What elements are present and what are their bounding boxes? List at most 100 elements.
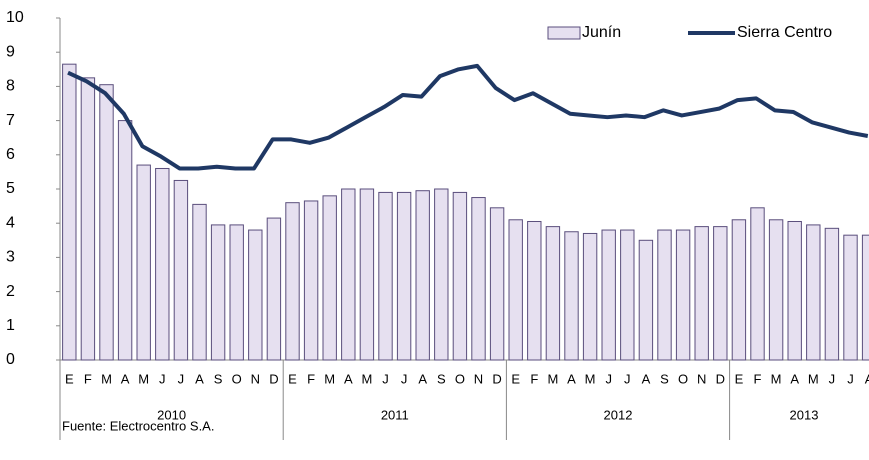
bar bbox=[434, 188, 449, 361]
y-tick-label: 4 bbox=[6, 214, 15, 231]
x-tick-label: A bbox=[567, 371, 576, 386]
bar bbox=[508, 219, 523, 361]
bar bbox=[266, 217, 282, 361]
group-label: 2013 bbox=[790, 407, 819, 422]
x-tick-label: O bbox=[678, 371, 688, 386]
bar bbox=[582, 232, 598, 361]
x-tick-label: J bbox=[159, 371, 166, 386]
x-tick-label: E bbox=[288, 371, 297, 386]
y-tick-label: 1 bbox=[6, 317, 15, 334]
x-tick-label: O bbox=[455, 371, 465, 386]
y-tick-label: 8 bbox=[6, 78, 15, 95]
bar bbox=[80, 77, 96, 361]
x-tick-label: E bbox=[511, 371, 520, 386]
bar bbox=[471, 197, 486, 361]
x-tick-label: S bbox=[214, 371, 223, 386]
legend-label: Junín bbox=[582, 24, 621, 41]
x-tick-label: A bbox=[790, 371, 799, 386]
x-tick-label: J bbox=[829, 371, 836, 386]
x-tick-label: N bbox=[251, 371, 260, 386]
bar bbox=[843, 234, 858, 361]
x-tick-label: D bbox=[492, 371, 501, 386]
bar bbox=[303, 200, 319, 361]
bar bbox=[136, 164, 151, 361]
bar bbox=[341, 188, 356, 361]
x-tick-label: A bbox=[865, 371, 869, 386]
bar bbox=[359, 188, 375, 361]
bar bbox=[322, 195, 337, 361]
bar bbox=[527, 220, 542, 361]
x-tick-label: F bbox=[530, 371, 538, 386]
bar bbox=[210, 224, 226, 361]
x-tick-label: M bbox=[585, 371, 596, 386]
x-tick-label: M bbox=[547, 371, 558, 386]
bar bbox=[545, 226, 561, 361]
x-tick-label: M bbox=[324, 371, 335, 386]
y-tick-label: 9 bbox=[6, 43, 15, 60]
x-tick-label: A bbox=[642, 371, 651, 386]
bar bbox=[452, 191, 468, 361]
x-tick-label: M bbox=[361, 371, 372, 386]
x-tick-label: N bbox=[474, 371, 483, 386]
x-tick-label: D bbox=[269, 371, 278, 386]
bar bbox=[824, 227, 840, 361]
y-tick-label: 10 bbox=[6, 9, 24, 26]
x-tick-label: A bbox=[418, 371, 427, 386]
bar bbox=[638, 239, 654, 361]
bar bbox=[248, 229, 263, 361]
x-tick-label: D bbox=[716, 371, 725, 386]
x-tick-label: S bbox=[660, 371, 669, 386]
x-tick-label: O bbox=[232, 371, 242, 386]
bar bbox=[415, 190, 430, 361]
x-tick-label: J bbox=[624, 371, 631, 386]
x-tick-label: J bbox=[847, 371, 854, 386]
legend-label: Sierra Centro bbox=[737, 24, 832, 41]
bar bbox=[489, 207, 505, 361]
bar bbox=[229, 224, 244, 361]
bar bbox=[768, 219, 784, 361]
bar bbox=[173, 179, 189, 361]
bar bbox=[731, 219, 747, 361]
bar bbox=[806, 224, 821, 361]
x-tick-label: J bbox=[401, 371, 408, 386]
x-tick-label: E bbox=[735, 371, 744, 386]
y-tick-label: 6 bbox=[6, 146, 15, 163]
bar bbox=[155, 167, 170, 361]
source-note: Fuente: Electrocentro S.A. bbox=[62, 418, 214, 433]
bar bbox=[117, 120, 133, 361]
bar bbox=[657, 229, 672, 361]
y-tick-label: 7 bbox=[6, 112, 15, 129]
bar bbox=[62, 63, 77, 361]
x-tick-label: F bbox=[84, 371, 92, 386]
x-tick-label: F bbox=[307, 371, 315, 386]
bar bbox=[378, 191, 393, 361]
x-tick-label: J bbox=[178, 371, 185, 386]
x-tick-label: M bbox=[771, 371, 782, 386]
bar bbox=[713, 226, 728, 361]
bar bbox=[787, 220, 802, 361]
y-tick-label: 5 bbox=[6, 180, 15, 197]
group-label: 2011 bbox=[381, 407, 409, 422]
line bbox=[67, 63, 869, 171]
x-tick-label: A bbox=[344, 371, 353, 386]
bar bbox=[601, 229, 616, 361]
group-label: 2012 bbox=[604, 407, 633, 422]
bar bbox=[750, 207, 765, 361]
x-tick-label: F bbox=[754, 371, 762, 386]
bar bbox=[285, 202, 300, 361]
x-tick-label: A bbox=[121, 371, 130, 386]
x-tick-label: S bbox=[437, 371, 446, 386]
bar bbox=[564, 231, 579, 361]
x-tick-label: J bbox=[382, 371, 389, 386]
x-tick-label: J bbox=[605, 371, 612, 386]
group-label: 2010 bbox=[157, 407, 186, 422]
bar bbox=[861, 234, 869, 361]
x-tick-label: M bbox=[138, 371, 149, 386]
x-tick-label: N bbox=[697, 371, 706, 386]
bar bbox=[99, 84, 114, 361]
bar bbox=[620, 229, 635, 361]
legend-swatch bbox=[547, 26, 581, 40]
y-tick-label: 0 bbox=[6, 351, 15, 368]
x-tick-label: E bbox=[65, 371, 74, 386]
